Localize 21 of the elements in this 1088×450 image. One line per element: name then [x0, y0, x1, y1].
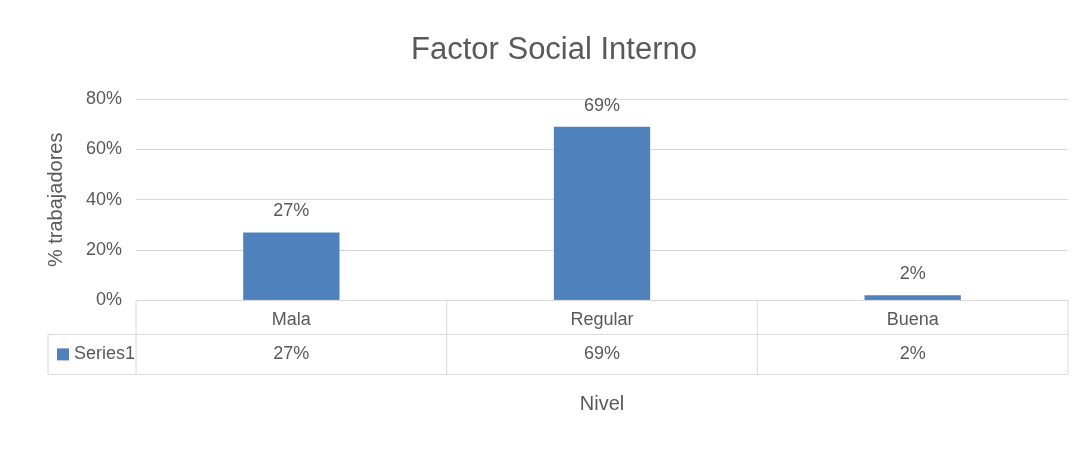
y-tick-label: 60%	[86, 138, 123, 159]
y-tick-label: 80%	[86, 88, 123, 109]
text: 69%	[584, 94, 621, 115]
legend-label: Series1	[74, 343, 136, 364]
text: 2%	[899, 263, 926, 284]
data-label: 2%	[899, 343, 926, 364]
x-tick-label: Regular	[570, 309, 634, 330]
y-tick-label: 40%	[86, 188, 123, 209]
text: 27%	[273, 200, 310, 221]
x-axis-title: Nivel	[579, 391, 625, 414]
y-tick-label: 0%	[96, 289, 123, 310]
y-axis-title: % trabajadores	[43, 132, 66, 268]
bar	[864, 295, 961, 300]
x-tick-label: Mala	[271, 309, 312, 330]
x-tick-label: Buena	[886, 309, 940, 330]
y-tick-label: 20%	[86, 239, 123, 260]
chart-title: Factor Social Interno	[410, 31, 698, 67]
data-label: 27%	[273, 343, 310, 364]
bar	[243, 232, 340, 300]
data-label: 69%	[584, 343, 621, 364]
bar	[553, 126, 651, 300]
